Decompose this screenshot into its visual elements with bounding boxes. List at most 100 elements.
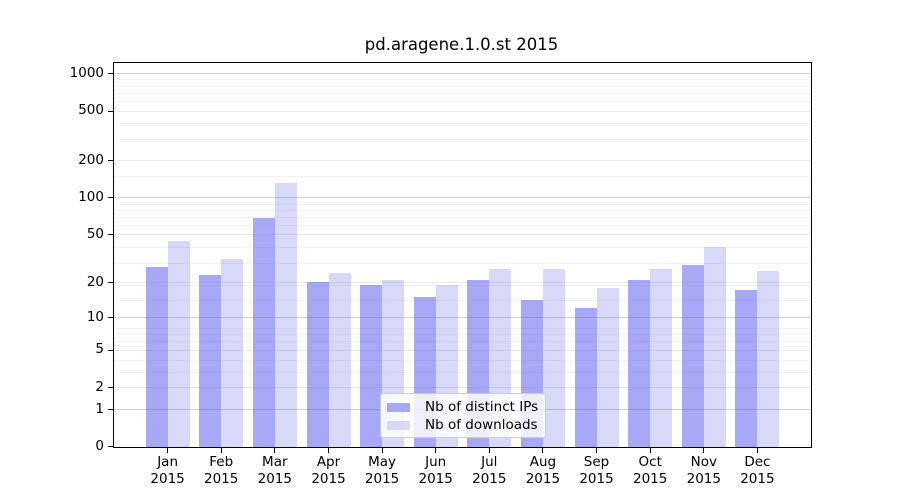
- legend-entry-distinct-ips: Nb of distinct IPs: [381, 398, 545, 416]
- gridline-minor: [114, 217, 811, 219]
- gridline-major: [114, 73, 811, 75]
- bar-distinct-ips-dec: [735, 290, 758, 447]
- x-tick-label-year: 2015: [579, 471, 614, 487]
- gridline: [114, 160, 811, 162]
- x-tick-label-month: Feb: [209, 454, 234, 470]
- bar-distinct-ips-mar: [252, 217, 275, 447]
- y-tick-label: 20: [86, 273, 104, 290]
- x-tick-label-month: Mar: [262, 454, 288, 470]
- bar-downloads-mar: [274, 183, 297, 447]
- y-tick: [108, 409, 113, 410]
- x-tick-label-month: Oct: [638, 454, 662, 470]
- x-tick: [381, 448, 383, 453]
- x-tick-label-year: 2015: [686, 471, 721, 487]
- x-tick-label-year: 2015: [364, 471, 400, 487]
- y-tick: [108, 197, 113, 199]
- y-tick: [108, 349, 113, 351]
- x-tick-label-year: 2015: [257, 471, 292, 487]
- gridline-major: [114, 197, 811, 199]
- y-tick-label: 1: [95, 400, 104, 417]
- x-tick-label-year: 2015: [472, 471, 507, 487]
- x-tick-label: Oct 2015: [614, 454, 686, 488]
- bar-downloads-nov: [703, 247, 726, 447]
- y-tick-label: 1000: [69, 64, 104, 81]
- x-tick: [649, 448, 651, 453]
- x-tick-label: Aug 2015: [507, 454, 579, 488]
- x-tick: [328, 448, 329, 453]
- x-tick-label-month: Dec: [744, 454, 771, 470]
- gridline-minor: [114, 203, 811, 205]
- x-tick: [167, 448, 169, 453]
- legend-swatch-downloads: [387, 420, 410, 430]
- gridline-minor: [114, 138, 811, 140]
- y-tick-label: 10: [86, 308, 104, 325]
- y-tick: [108, 282, 113, 283]
- y-tick: [108, 387, 113, 389]
- y-tick: [108, 317, 113, 318]
- gridline-minor: [114, 79, 811, 81]
- bar-downloads-aug: [542, 268, 565, 447]
- x-tick-label: Nov 2015: [668, 454, 740, 488]
- gridline-minor: [114, 101, 811, 103]
- y-tick-label: 100: [78, 188, 104, 205]
- x-tick: [488, 448, 490, 453]
- x-tick-label-month: Jun: [425, 454, 447, 470]
- x-tick-label: Jul 2015: [453, 454, 525, 488]
- y-tick-label: 200: [78, 151, 104, 168]
- bar-downloads-dec: [757, 270, 780, 447]
- x-tick-label-year: 2015: [150, 471, 185, 487]
- x-tick: [542, 448, 544, 453]
- x-tick-label-month: Aug: [529, 454, 557, 470]
- bar-distinct-ips-jan: [145, 266, 168, 447]
- bar-downloads-feb: [221, 259, 244, 447]
- x-tick-label-year: 2015: [525, 471, 561, 487]
- gridline-minor: [114, 85, 811, 87]
- legend: Nb of distinct IPs Nb of downloads: [380, 393, 546, 438]
- bar-distinct-ips-feb: [199, 274, 222, 447]
- x-tick: [435, 448, 437, 453]
- bar-distinct-ips-may: [360, 284, 383, 447]
- x-tick-label-year: 2015: [311, 471, 346, 487]
- gridline-minor: [114, 123, 811, 124]
- bar-downloads-apr: [328, 272, 351, 447]
- legend-entry-downloads: Nb of downloads: [381, 416, 545, 434]
- x-tick-label: Feb 2015: [185, 454, 257, 488]
- x-tick-label-month: May: [368, 454, 397, 470]
- x-tick-label: Jun 2015: [400, 454, 472, 488]
- bar-distinct-ips-nov: [681, 264, 704, 447]
- x-tick-label: Dec 2015: [721, 454, 793, 488]
- gridline: [114, 110, 811, 112]
- x-tick-label-month: Nov: [690, 454, 717, 470]
- bar-downloads-oct: [650, 268, 673, 447]
- x-tick-label-year: 2015: [204, 471, 239, 487]
- x-tick-label-year: 2015: [633, 471, 668, 487]
- y-tick: [108, 160, 113, 162]
- bar-downloads-jan: [167, 240, 190, 447]
- x-tick: [703, 448, 705, 453]
- x-tick-label: Apr 2015: [293, 454, 365, 488]
- x-tick: [274, 448, 276, 453]
- bar-distinct-ips-sep: [574, 307, 597, 447]
- y-tick: [108, 73, 113, 75]
- x-tick: [596, 448, 597, 453]
- gridline-minor: [114, 175, 811, 177]
- x-tick-label-month: Jan: [157, 454, 178, 470]
- gridline-minor: [114, 225, 811, 227]
- x-tick-label: May 2015: [346, 454, 418, 488]
- gridline-minor: [114, 92, 811, 94]
- y-tick-label: 0: [95, 437, 104, 454]
- x-tick: [756, 448, 758, 453]
- legend-label-distinct-ips: Nb of distinct IPs: [425, 399, 539, 415]
- x-tick: [220, 448, 222, 453]
- y-tick-label: 5: [95, 341, 104, 358]
- plot-area: Nb of distinct IPs Nb of downloads 1000 5…: [70, 62, 812, 487]
- legend-swatch-distinct-ips: [387, 402, 410, 412]
- bar-distinct-ips-apr: [306, 282, 329, 447]
- bar-downloads-sep: [596, 287, 619, 447]
- x-tick-label-month: Jul: [481, 454, 498, 470]
- x-tick-label-year: 2015: [740, 471, 775, 487]
- y-tick-label: 2: [95, 378, 104, 395]
- gridline-minor: [114, 209, 811, 211]
- y-tick: [108, 234, 113, 236]
